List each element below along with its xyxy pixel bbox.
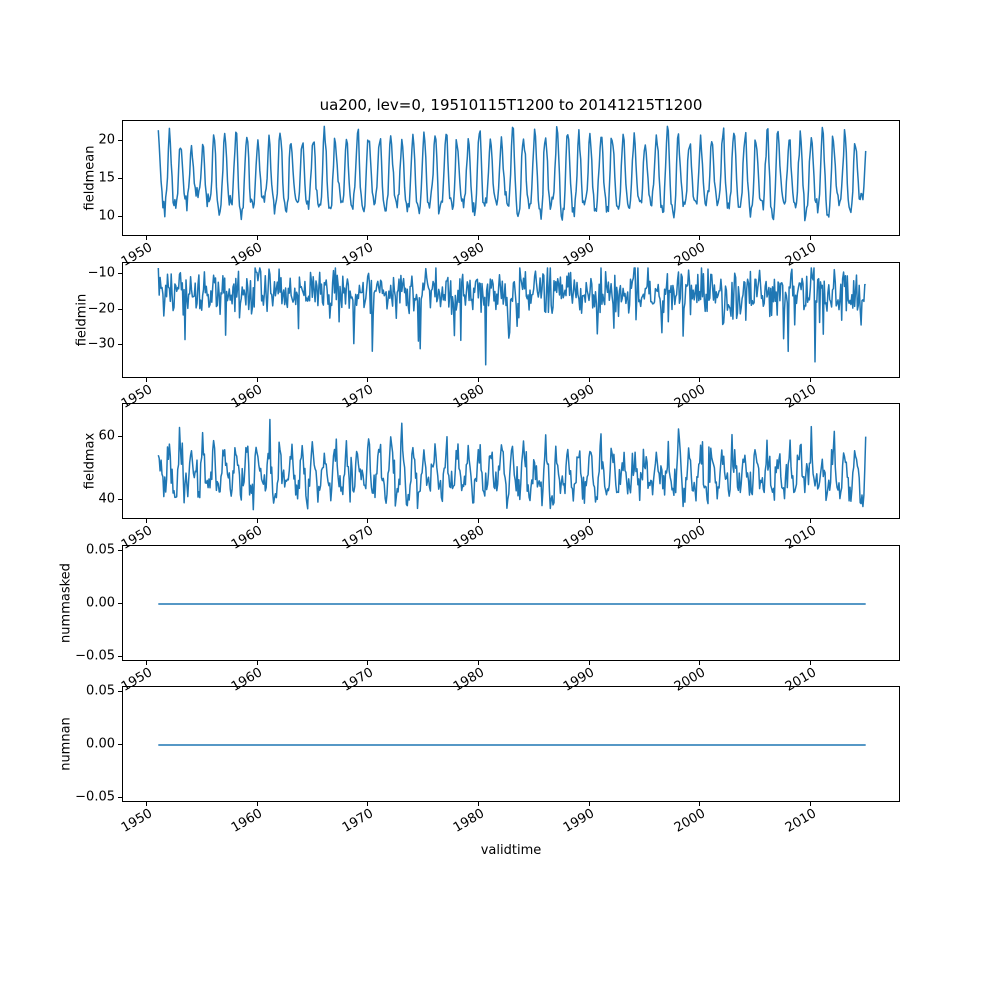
x-tick-mark xyxy=(588,519,590,523)
x-axis-label: validtime xyxy=(480,843,542,858)
y-axis-label-fieldmax: fieldmax xyxy=(82,432,98,490)
y-tick-label: 20 xyxy=(98,132,115,148)
x-tick-label: 1990 xyxy=(561,806,598,836)
x-tick-mark xyxy=(699,378,701,382)
y-axis-label-numnan: numnan xyxy=(58,717,74,771)
subplot-fieldmin xyxy=(122,262,900,378)
x-tick-mark xyxy=(367,519,369,523)
x-tick-label: 1960 xyxy=(229,806,266,836)
x-tick-mark xyxy=(367,378,369,382)
y-tick-mark xyxy=(118,550,122,552)
x-tick-mark xyxy=(477,519,479,523)
x-tick-mark xyxy=(477,802,479,806)
fieldmin-series-line xyxy=(157,267,866,366)
figure-title: ua200, lev=0, 19510115T1200 to 20141215T… xyxy=(319,96,703,114)
y-tick-mark xyxy=(118,691,122,693)
y-tick-label: 10 xyxy=(98,208,115,224)
x-tick-mark xyxy=(588,661,590,665)
x-tick-mark xyxy=(809,802,811,806)
x-tick-mark xyxy=(699,519,701,523)
y-tick-mark xyxy=(118,178,122,179)
x-tick-mark xyxy=(809,661,811,665)
x-tick-mark xyxy=(367,802,369,806)
y-tick-mark xyxy=(118,139,122,141)
y-axis-label-fieldmin: fieldmin xyxy=(74,293,90,347)
x-tick-mark xyxy=(477,236,479,240)
x-tick-mark xyxy=(145,519,147,523)
x-tick-mark xyxy=(256,802,258,806)
x-tick-label: 1980 xyxy=(450,806,487,836)
y-tick-mark xyxy=(118,498,122,500)
x-tick-label: 1950 xyxy=(118,806,155,836)
y-tick-mark xyxy=(118,435,122,437)
x-tick-mark xyxy=(809,378,811,382)
x-tick-mark xyxy=(367,661,369,665)
x-tick-mark xyxy=(477,378,479,382)
y-tick-mark xyxy=(118,308,122,310)
y-tick-label: −30 xyxy=(87,336,115,352)
y-axis-label-fieldmean: fieldmean xyxy=(82,145,98,211)
y-tick-mark xyxy=(118,273,122,275)
x-tick-mark xyxy=(145,661,147,665)
x-tick-mark xyxy=(256,519,258,523)
fieldmin-plot-area xyxy=(157,267,866,366)
x-tick-mark xyxy=(588,378,590,382)
y-tick-label: 0.05 xyxy=(86,683,115,699)
x-tick-mark xyxy=(367,236,369,240)
x-tick-mark xyxy=(145,802,147,806)
y-tick-mark xyxy=(118,655,122,657)
x-tick-label: 2010 xyxy=(782,806,819,836)
y-tick-label: 40 xyxy=(98,491,115,507)
numnan-plot-area xyxy=(158,744,866,746)
y-tick-label: 60 xyxy=(98,428,115,444)
subplot-fieldmean xyxy=(122,120,900,236)
y-tick-label: 0.05 xyxy=(86,542,115,558)
subplot-numnan xyxy=(122,686,900,802)
y-tick-label: −0.05 xyxy=(75,648,115,664)
nummasked-plot-area xyxy=(158,603,866,605)
y-tick-label: −0.05 xyxy=(75,789,115,805)
y-tick-label: −20 xyxy=(87,301,115,317)
y-tick-mark xyxy=(118,603,122,604)
y-tick-label: 15 xyxy=(98,170,115,186)
x-tick-label: 2000 xyxy=(671,806,709,836)
x-tick-mark xyxy=(809,236,811,240)
x-tick-mark xyxy=(699,802,701,806)
fieldmean-series-line xyxy=(157,125,867,222)
y-tick-label: 0.00 xyxy=(86,736,115,752)
x-tick-mark xyxy=(256,378,258,382)
y-axis-label-nummasked: nummasked xyxy=(58,563,74,643)
y-tick-mark xyxy=(118,744,122,745)
x-tick-mark xyxy=(588,802,590,806)
x-tick-mark xyxy=(588,236,590,240)
fieldmax-series-line xyxy=(157,418,867,511)
fieldmax-plot-area xyxy=(157,418,867,511)
x-tick-mark xyxy=(145,378,147,382)
x-tick-mark xyxy=(699,661,701,665)
x-tick-mark xyxy=(256,661,258,665)
subplot-fieldmax xyxy=(122,403,900,519)
x-tick-label: 1970 xyxy=(339,806,377,836)
fieldmean-plot-area xyxy=(157,125,867,222)
x-tick-mark xyxy=(145,236,147,240)
subplot-nummasked xyxy=(122,545,900,661)
x-tick-mark xyxy=(256,236,258,240)
y-tick-mark xyxy=(118,216,122,218)
y-tick-mark xyxy=(118,796,122,798)
y-tick-mark xyxy=(118,344,122,346)
x-tick-mark xyxy=(809,519,811,523)
y-tick-label: −10 xyxy=(87,265,115,281)
y-tick-label: 0.00 xyxy=(86,595,115,611)
x-tick-mark xyxy=(699,236,701,240)
x-tick-mark xyxy=(477,661,479,665)
